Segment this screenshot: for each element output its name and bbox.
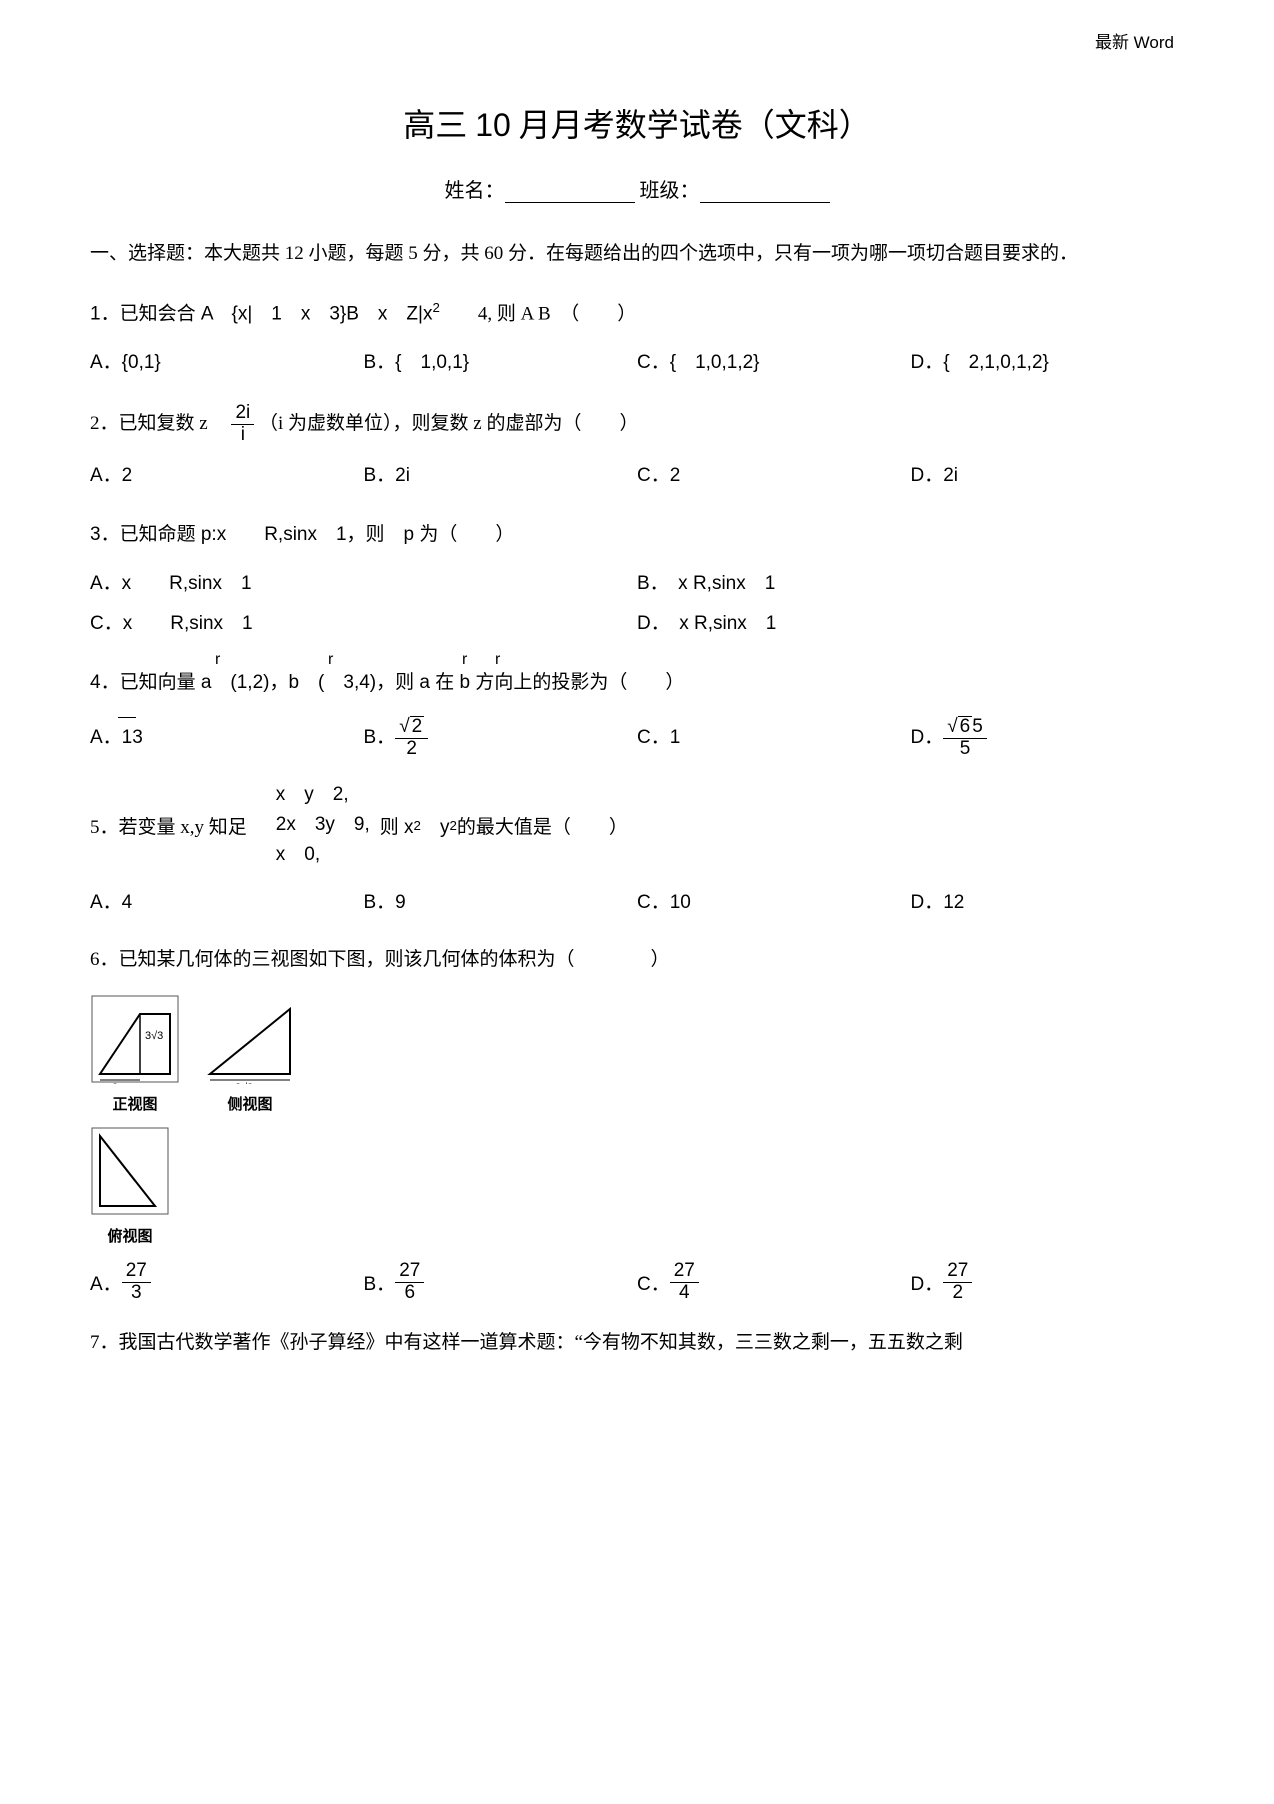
q5-post-a: 则 x [380, 812, 414, 839]
q5-options: A．4 B．9 C．10 D．12 [90, 881, 1184, 921]
q3-opt-c[interactable]: C．x R,sinx 1 [90, 604, 637, 644]
q3-options: A．x R,sinx 1 B． x R,sinx 1 C．x R,sinx 1 … [90, 564, 1184, 644]
q5-sup1: 2 [414, 818, 421, 833]
q3-opt-d[interactable]: D． x R,sinx 1 [637, 604, 1184, 644]
front-view-label: 正视图 [90, 1093, 180, 1114]
title-num: 10 [475, 107, 511, 143]
q2-frac-den: i [231, 425, 254, 446]
svg-text:3: 3 [112, 1082, 118, 1084]
header-word: Word [1129, 33, 1174, 52]
q4-opt-d[interactable]: D． 655 [911, 716, 1185, 760]
q5-c1: x y 2, [276, 780, 370, 810]
q2-opt-b[interactable]: B．2i [364, 456, 638, 496]
title-prefix: 高三 [403, 107, 475, 143]
svg-text:3√3: 3√3 [235, 1082, 253, 1084]
side-view-svg: 3√3 [200, 994, 300, 1084]
question-7: 7．我国古代数学著作《孙子算经》中有这样一道算术题：“今有物不知其数，三三数之剩… [90, 1324, 1184, 1362]
q6-opt-b[interactable]: B．276 [364, 1261, 638, 1304]
q5-pre: 5．若变量 x,y 知足 [90, 812, 266, 839]
title-suffix: 月月考数学试卷（文科） [511, 107, 871, 143]
name-label: 姓名： [445, 180, 505, 202]
q2-before: 2．已知复数 z [90, 413, 227, 434]
q2-fraction: 2i i [231, 403, 254, 446]
q1-text-before: 1．已知会合 A {x| 1 x 3}B x Z|x [90, 303, 432, 324]
side-view-label: 侧视图 [200, 1093, 300, 1114]
vec-mark-b2: r [495, 644, 500, 676]
q4-opt-c[interactable]: C．1 [637, 716, 911, 760]
q5-post-b: y [421, 812, 450, 839]
q7-text: 7．我国古代数学著作《孙子算经》中有这样一道算术题：“今有物不知其数，三三数之剩… [90, 1332, 963, 1353]
q5-c3: x 0, [276, 840, 370, 870]
q6-opt-d[interactable]: D．272 [911, 1261, 1185, 1304]
question-1: 1．已知会合 A {x| 1 x 3}B x Z|x2 4, 则 A B （ ）… [90, 295, 1184, 383]
q1-options: A．{0,1} B．{ 1,0,1} C．{ 1,0,1,2} D．{ 2,1,… [90, 343, 1184, 383]
q2-options: A．2 B．2i C．2 D．2i [90, 456, 1184, 496]
question-2: 2．已知复数 z 2i i （i 为虚数单位），则复数 z 的虚部为（ ） A．… [90, 403, 1184, 496]
q1-opt-b[interactable]: B．{ 1,0,1} [364, 343, 638, 383]
header-cn: 最新 [1095, 33, 1129, 52]
q1-text-after: 4, 则 A B （ ） [440, 303, 636, 324]
q1-opt-d[interactable]: D．{ 2,1,0,1,2} [911, 343, 1185, 383]
front-view-svg: 3√3 3 [90, 994, 180, 1084]
question-6: 6．已知某几何体的三视图如下图，则该几何体的体积为（ ） [90, 941, 1184, 979]
q2-frac-num: 2i [231, 403, 254, 425]
q5-post-c: 的最大值是（ ） [457, 812, 628, 839]
q4-options: A．13 B．22 C．1 D． 655 [90, 716, 1184, 760]
q5-constraints: x y 2, 2x 3y 9, x 0, [276, 780, 370, 871]
q5-c2: 2x 3y 9, [276, 810, 370, 840]
class-blank[interactable] [700, 185, 830, 203]
q5-opt-b[interactable]: B．9 [364, 881, 638, 921]
top-view-label: 俯视图 [90, 1225, 170, 1246]
front-view: 3√3 3 正视图 [90, 994, 180, 1114]
q2-opt-c[interactable]: C．2 [637, 456, 911, 496]
q6-text: 6．已知某几何体的三视图如下图，则该几何体的体积为（ ） [90, 949, 670, 970]
three-view-diagram: 3√3 3 正视图 3√3 侧视图 [90, 994, 1184, 1246]
q5-opt-c[interactable]: C．10 [637, 881, 911, 921]
q3-opt-a[interactable]: A．x R,sinx 1 [90, 564, 637, 604]
vec-mark-b: r [328, 644, 333, 676]
class-label: 班级： [640, 180, 700, 202]
q2-opt-d[interactable]: D．2i [911, 456, 1185, 496]
top-view-svg [90, 1126, 170, 1216]
q4-text: 4．已知向量 a (1,2)，b ( 3,4)，则 a 在 b 方向上的投影为（… [90, 672, 684, 693]
top-view: 俯视图 [90, 1126, 170, 1246]
q6-options: A．273 B．276 C．274 D．272 [90, 1261, 1184, 1304]
name-blank[interactable] [505, 185, 635, 203]
q5-opt-d[interactable]: D．12 [911, 881, 1185, 921]
question-4: r r r r 4．已知向量 a (1,2)，b ( 3,4)，则 a 在 b … [90, 664, 1184, 760]
q6-opt-c[interactable]: C．274 [637, 1261, 911, 1304]
q3-opt-b[interactable]: B． x R,sinx 1 [637, 564, 1184, 604]
side-view: 3√3 侧视图 [200, 994, 300, 1114]
q1-sup: 2 [432, 300, 439, 315]
q4-opt-b[interactable]: B．22 [364, 716, 638, 760]
vec-mark-a: r [215, 644, 220, 676]
question-3: 3．已知命题 p:x R,sinx 1，则 p 为（ ） A．x R,sinx … [90, 516, 1184, 644]
section-1-heading: 一、选择题：本大题共 12 小题，每题 5 分，共 60 分．在每题给出的四个选… [90, 233, 1184, 275]
q3-text: 3．已知命题 p:x R,sinx 1，则 p 为（ ） [90, 524, 514, 545]
fill-line: 姓名： 班级： [90, 174, 1184, 203]
question-5: 5．若变量 x,y 知足 x y 2, 2x 3y 9, x 0, 则 x2 y… [90, 780, 1184, 871]
q1-opt-c[interactable]: C．{ 1,0,1,2} [637, 343, 911, 383]
vec-mark-a2: r [462, 644, 467, 676]
q2-after: （i 为虚数单位），则复数 z 的虚部为（ ） [259, 413, 638, 434]
page-container: 最新 Word 高三 10 月月考数学试卷（文科） 姓名： 班级： 一、选择题：… [0, 0, 1274, 1402]
header-watermark: 最新 Word [1095, 28, 1174, 53]
q1-opt-a[interactable]: A．{0,1} [90, 343, 364, 383]
svg-text:3√3: 3√3 [145, 1030, 163, 1042]
q5-opt-a[interactable]: A．4 [90, 881, 364, 921]
q4-opt-a[interactable]: A．13 [90, 716, 364, 760]
page-title: 高三 10 月月考数学试卷（文科） [90, 100, 1184, 146]
q6-opt-a[interactable]: A．273 [90, 1261, 364, 1304]
q2-opt-a[interactable]: A．2 [90, 456, 364, 496]
q5-sup2: 2 [449, 818, 456, 833]
